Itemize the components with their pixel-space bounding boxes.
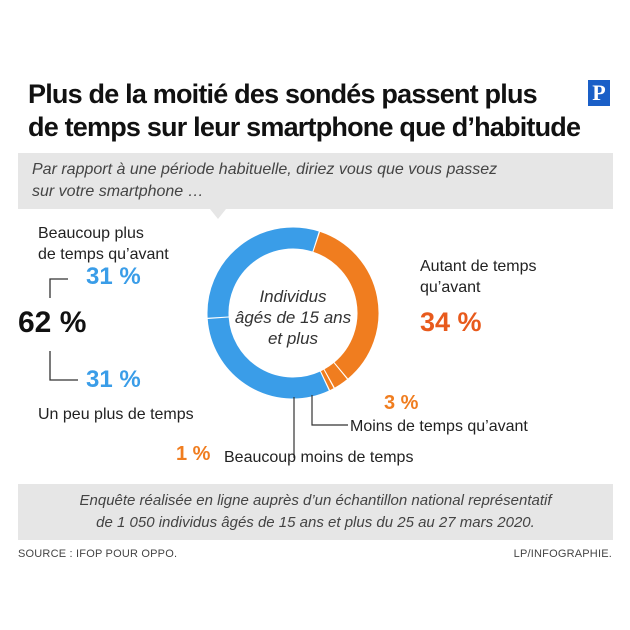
title-line-1: Plus de la moitié des sondés passent plu… (28, 79, 538, 109)
question-line-2: sur votre smartphone … (32, 183, 204, 200)
credit-label: LP/INFOGRAPHIE. (513, 548, 612, 560)
methodology-note: Enquête réalisée en ligne auprès d’un éc… (18, 484, 613, 540)
chart-title: Plus de la moitié des sondés passent plu… (28, 78, 588, 144)
question-line-1: Par rapport à une période habituelle, di… (32, 161, 498, 178)
methodology-line-1: Enquête réalisée en ligne auprès d’un éc… (79, 492, 552, 509)
donut-slice-1 (324, 362, 347, 388)
question-box: Par rapport à une période habituelle, di… (18, 153, 613, 209)
donut-slice-4 (207, 227, 319, 318)
bracket-bottom (49, 351, 78, 381)
title-line-2: de temps sur leur smartphone que d’habit… (28, 112, 581, 142)
le-parisien-logo: P (588, 80, 610, 106)
label-autant-line-1: Autant de temps (420, 258, 537, 275)
center-label-line-2: âgés de 15 ans (235, 308, 352, 327)
center-label-line-1: Individus (259, 287, 327, 306)
value-un-peu-plus: 31 % (86, 366, 141, 393)
label-beaucoup-plus: Beaucoup plus de temps qu’avant (38, 223, 169, 265)
question-bubble-tail (210, 209, 226, 219)
donut-slice-0 (313, 231, 379, 379)
label-moins: Moins de temps qu’avant (350, 418, 528, 435)
value-beaucoup-plus: 31 % (86, 263, 141, 290)
value-beaucoup-moins: 1 % (176, 443, 211, 465)
label-beaucoup-plus-line-2: de temps qu’avant (38, 246, 169, 263)
donut-slice-3 (207, 317, 329, 399)
donut-slice-2 (320, 369, 334, 391)
value-moins: 3 % (384, 392, 419, 414)
value-group-plus: 62 % (18, 306, 87, 339)
bracket-top (49, 278, 68, 298)
methodology-line-2: de 1 050 individus âgés de 15 ans et plu… (96, 514, 535, 531)
center-label-line-3: et plus (268, 329, 319, 348)
donut-arcs (207, 227, 379, 399)
label-autant-line-2: qu’avant (420, 279, 481, 296)
label-beaucoup-plus-line-1: Beaucoup plus (38, 225, 144, 242)
label-un-peu-plus: Un peu plus de temps (38, 406, 194, 423)
label-autant: Autant de temps qu’avant (420, 256, 537, 298)
label-beaucoup-moins: Beaucoup moins de temps (224, 449, 414, 466)
leader-moins (311, 395, 348, 426)
value-autant: 34 % (420, 307, 482, 337)
source-label: SOURCE : IFOP POUR OPPO. (18, 548, 178, 560)
